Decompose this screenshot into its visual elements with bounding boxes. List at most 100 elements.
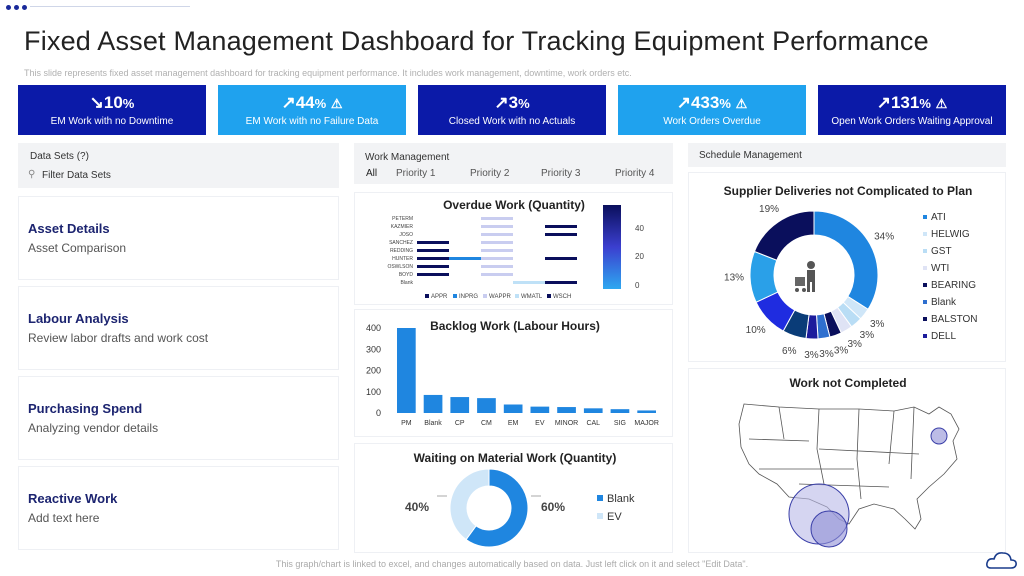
scale-tick: 40 xyxy=(635,224,644,233)
bar-wappr xyxy=(481,241,513,244)
bar-appr xyxy=(417,241,449,244)
legend-label: WSCH xyxy=(553,294,571,300)
kpi-label: EM Work with no Failure Data xyxy=(245,116,379,127)
dataset-card-labour-analysis[interactable]: Labour Analysis Review labor drafts and … xyxy=(18,286,339,370)
tab-all[interactable]: All xyxy=(366,168,378,179)
chart-title: Waiting on Material Work (Quantity) xyxy=(414,451,617,465)
legend-label: HELWIG xyxy=(931,229,970,240)
backlog-bar xyxy=(610,409,630,413)
dataset-card-subtitle: Asset Comparison xyxy=(28,241,127,255)
legend-swatch xyxy=(923,249,927,253)
slice-label: 3% xyxy=(819,349,834,360)
bar-wappr xyxy=(481,257,513,260)
backlog-work-chart: Backlog Work (Labour Hours) 400 300 200 100… xyxy=(366,319,659,427)
x-tick-label: CAL xyxy=(586,420,600,427)
color-scale-bar xyxy=(603,205,621,289)
warning-icon: ⚠ xyxy=(935,96,948,111)
y-tick-label: 200 xyxy=(366,366,381,376)
legend-label: WAPPR xyxy=(489,294,511,300)
legend-swatch xyxy=(515,294,519,298)
kpi-tile[interactable]: ↗44% ⚠ EM Work with no Failure Data xyxy=(218,85,406,135)
trend-up-icon: ↗ xyxy=(676,93,691,112)
material-slice xyxy=(465,468,529,548)
page-subtitle: This slide represents fixed asset manage… xyxy=(24,68,632,78)
bar-appr xyxy=(417,249,449,252)
category-label: JOSO xyxy=(399,232,413,238)
waiting-material-chart: Waiting on Material Work (Quantity) 60% 4… xyxy=(405,451,635,548)
chart-title: Backlog Work (Labour Hours) xyxy=(430,319,600,333)
y-tick-label: 300 xyxy=(366,344,381,354)
category-label: KAZMIER xyxy=(391,224,414,230)
category-label: OSWLSON xyxy=(387,264,413,270)
chart-title: Overdue Work (Quantity) xyxy=(443,198,585,212)
y-tick-label: 0 xyxy=(376,408,381,418)
legend-label: WTI xyxy=(931,263,949,274)
category-label: BOYD xyxy=(399,272,414,278)
bar-wappr xyxy=(481,225,513,228)
bar-wappr xyxy=(481,233,513,236)
dataset-card-reactive-work[interactable]: Reactive Work Add text here xyxy=(18,466,339,550)
supplier-deliveries-panel: Supplier Deliveries not Complicated to P… xyxy=(688,172,1006,362)
legend-swatch xyxy=(923,317,927,321)
kpi-value: ↗3% xyxy=(494,93,530,112)
tab-priority-1[interactable]: Priority 1 xyxy=(396,168,436,179)
scale-tick: 20 xyxy=(635,252,644,261)
slice-label: 19% xyxy=(759,204,779,215)
category-label: Blank xyxy=(400,280,413,286)
slice-label: 3% xyxy=(860,330,875,341)
legend-swatch xyxy=(923,215,927,219)
supplier-slice xyxy=(813,210,879,310)
legend-swatch xyxy=(923,283,927,287)
slice-label: 60% xyxy=(541,500,565,514)
kpi-tile[interactable]: ↗433% ⚠ Work Orders Overdue xyxy=(618,85,806,135)
overdue-work-panel: Overdue Work (Quantity) PETERM KAZMIER JOS… xyxy=(354,192,673,305)
bar-wappr xyxy=(481,249,513,252)
legend-swatch xyxy=(453,294,457,298)
chart-title: Work not Completed xyxy=(789,376,906,390)
work-management-title: Work Management xyxy=(365,152,450,163)
x-tick-label: MAJOR xyxy=(634,420,659,427)
kpi-tile[interactable]: ↘10% EM Work with no Downtime xyxy=(18,85,206,135)
backlog-bar xyxy=(637,410,656,413)
legend-label: INPRG xyxy=(459,294,478,300)
cloud-gear-icon xyxy=(986,552,1017,569)
category-label: SANCHEZ xyxy=(389,240,413,246)
tab-priority-3[interactable]: Priority 3 xyxy=(541,168,581,179)
map-bubble xyxy=(930,427,948,445)
material-slice xyxy=(449,468,490,541)
dataset-card-asset-details[interactable]: Asset Details Asset Comparison xyxy=(18,196,339,280)
legend-swatch xyxy=(923,232,927,236)
bar-wsch xyxy=(545,233,577,236)
kpi-value: ↗44% ⚠ xyxy=(281,93,343,112)
priority-tabs: All Priority 1 Priority 2 Priority 3 Pri… xyxy=(354,164,673,184)
x-tick-label: MINOR xyxy=(555,420,578,427)
kpi-tile[interactable]: ↗131% ⚠ Open Work Orders Waiting Approva… xyxy=(818,85,1006,135)
dataset-card-subtitle: Analyzing vendor details xyxy=(28,421,159,435)
tab-priority-4[interactable]: Priority 4 xyxy=(615,168,655,179)
trend-down-icon: ↘ xyxy=(89,93,104,112)
tab-priority-2[interactable]: Priority 2 xyxy=(470,168,510,179)
x-tick-label: SIG xyxy=(614,420,626,427)
backlog-bar xyxy=(557,407,576,413)
filter-datasets-input[interactable]: ⚲ Filter Data Sets xyxy=(24,167,333,184)
bar-wappr xyxy=(481,265,513,268)
legend-label: GST xyxy=(931,246,952,257)
slice-label: 3% xyxy=(847,339,862,350)
dataset-card-purchasing-spend[interactable]: Purchasing Spend Analyzing vendor detail… xyxy=(18,376,339,460)
legend-label: ATI xyxy=(931,212,946,223)
legend-label: Blank xyxy=(607,493,635,505)
dataset-card-title: Reactive Work xyxy=(28,491,118,506)
dataset-card-title: Labour Analysis xyxy=(28,311,129,326)
x-tick-label: EV xyxy=(535,420,545,427)
slice-label: 3% xyxy=(834,345,849,356)
backlog-bar xyxy=(450,397,470,413)
overdue-bars xyxy=(417,217,577,284)
work-not-completed-panel: Work not Completed xyxy=(688,368,1006,553)
kpi-row: ↘10% EM Work with no Downtime ↗44% ⚠ EM … xyxy=(18,85,1006,135)
kpi-tile[interactable]: ↗3% Closed Work with no Actuals xyxy=(418,85,606,135)
kpi-value: ↗433% ⚠ xyxy=(676,93,748,112)
legend-label: DELL xyxy=(931,331,956,342)
waiting-material-panel: Waiting on Material Work (Quantity) 60% 4… xyxy=(354,443,673,553)
bar-appr xyxy=(417,257,449,260)
